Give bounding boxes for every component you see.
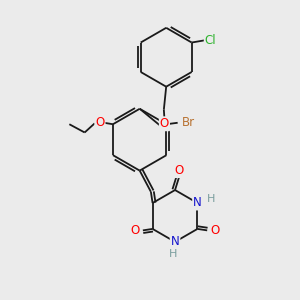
Text: Br: Br [182,116,195,129]
Text: O: O [160,117,169,130]
Text: O: O [175,164,184,177]
Text: H: H [169,249,178,259]
Text: Cl: Cl [205,34,216,47]
Text: N: N [171,236,179,248]
Text: N: N [193,196,202,209]
Text: O: O [211,224,220,237]
Text: H: H [206,194,215,205]
Text: O: O [95,116,105,129]
Text: O: O [130,224,140,237]
